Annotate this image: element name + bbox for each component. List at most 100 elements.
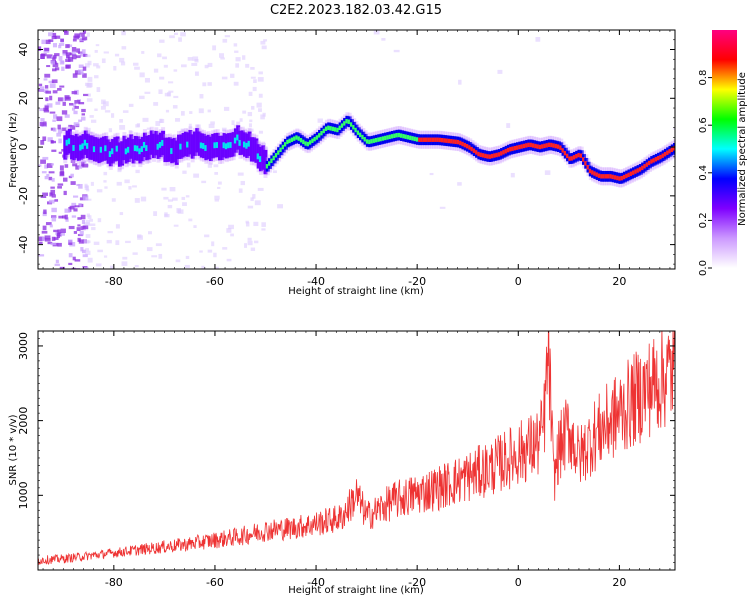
heatmap-ridge-core [593,171,597,176]
heatmap-speckle [44,73,51,78]
x-tick-label: 20 [612,275,626,288]
heatmap-speckle [169,35,175,39]
heatmap-ridge-core [409,135,413,140]
y-tick-label: 2000 [17,407,30,435]
heatmap-speckle [142,117,149,122]
y-tick-label: -40 [17,236,30,254]
heatmap-speckle [231,120,235,126]
heatmap-speckle [121,31,126,36]
heatmap-ridge-core [422,137,426,142]
heatmap-ridge-core [447,138,451,144]
heatmap-ridge-core [377,137,381,142]
heatmap-ridge-core [500,151,504,156]
heatmap-speckle [175,259,181,263]
heatmap-speckle [121,46,127,50]
heatmap-speckle [258,130,263,134]
heatmap-ridge-core [202,143,206,149]
heatmap-speckle [497,69,503,74]
heatmap-speckle [87,76,93,82]
heatmap-ridge-core [411,136,415,141]
heatmap-speckle [96,189,103,193]
heatmap-speckle [50,242,56,246]
heatmap-x-axis-label: Height of straight line (km) [288,286,424,297]
heatmap-speckle [168,90,174,93]
heatmap-ridge-core [295,135,299,140]
heatmap-speckle [64,164,69,168]
heatmap-speckle [80,214,86,220]
heatmap-speckle [46,54,53,59]
x-tick-label: -80 [105,275,123,288]
heatmap-speckle [47,241,53,245]
heatmap-speckle [535,37,541,42]
heatmap-speckle [89,218,93,222]
heatmap-speckle [245,63,250,68]
colorbar: 0.0 0.2 0.4 0.6 0.8 Normalized spectral ampl… [698,30,748,276]
heatmap-ridge-core [445,138,449,143]
heatmap-speckle [167,204,173,209]
heatmap-speckle [250,76,256,79]
heatmap-ridge-band [163,137,168,163]
heatmap-ridge-core [365,139,369,144]
heatmap-speckle [86,188,90,192]
heatmap-speckle [250,197,254,202]
heatmap-speckle [207,163,212,168]
heatmap-speckle [81,108,86,113]
heatmap-ridge-core [657,155,661,161]
heatmap-speckle [40,140,45,145]
heatmap-ridge-core [427,137,431,142]
heatmap-ridge-core [506,147,510,153]
heatmap-speckle [214,199,220,202]
heatmap-speckle [52,90,58,94]
heatmap-speckle [71,215,77,218]
heatmap-ridge-core [199,142,203,149]
heatmap-speckle [77,69,84,74]
heatmap-ridge-core [283,142,287,147]
heatmap-ridge-core [111,148,115,155]
heatmap-ridge-core [86,142,90,149]
heatmap-ridge-core [338,125,342,130]
heatmap-speckle [393,49,400,53]
heatmap-speckle [198,108,204,114]
heatmap-speckle [169,187,176,192]
heatmap-speckle [79,230,84,236]
heatmap-speckle [94,108,98,111]
heatmap-speckle [47,137,53,142]
heatmap-ridge-core [672,146,675,151]
heatmap-ridge-core [65,139,69,146]
heatmap-speckle [85,127,91,133]
heatmap-speckle [135,124,140,128]
heatmap-speckle [82,254,88,258]
heatmap-ridge-core [552,143,556,148]
heatmap-ridge-core [513,145,517,151]
heatmap-ridge-band [122,135,127,161]
heatmap-ridge-core [475,150,479,155]
heatmap-speckle [78,101,85,105]
heatmap-speckle [72,256,76,261]
heatmap-ridge-core [556,144,560,149]
heatmap-speckle [89,223,96,227]
heatmap-speckle [172,197,178,201]
heatmap-speckle [95,263,102,267]
y-tick-label: 0 [17,144,30,151]
heatmap-speckle [110,113,115,118]
colorbar-tick-label: 0.8 [698,70,709,86]
heatmap-speckle [44,175,49,180]
heatmap-speckle [68,253,73,258]
heatmap-speckle [114,53,120,57]
heatmap-speckle [78,64,84,69]
heatmap-speckle [53,237,59,240]
heatmap-speckle [248,91,253,96]
x-tick-label: -20 [408,576,426,589]
heatmap-ridge-core [388,134,392,140]
heatmap-ridge-core [454,139,458,145]
heatmap-speckle [71,54,77,60]
heatmap-speckle [84,183,88,189]
heatmap-ridge-core [324,126,328,131]
colorbar-gradient [712,30,737,268]
heatmap-speckle [45,90,52,94]
heatmap-ridge-core [336,127,340,133]
heatmap-speckle [221,127,227,132]
heatmap-ridge-core [92,146,96,153]
heatmap-speckle [42,225,47,231]
